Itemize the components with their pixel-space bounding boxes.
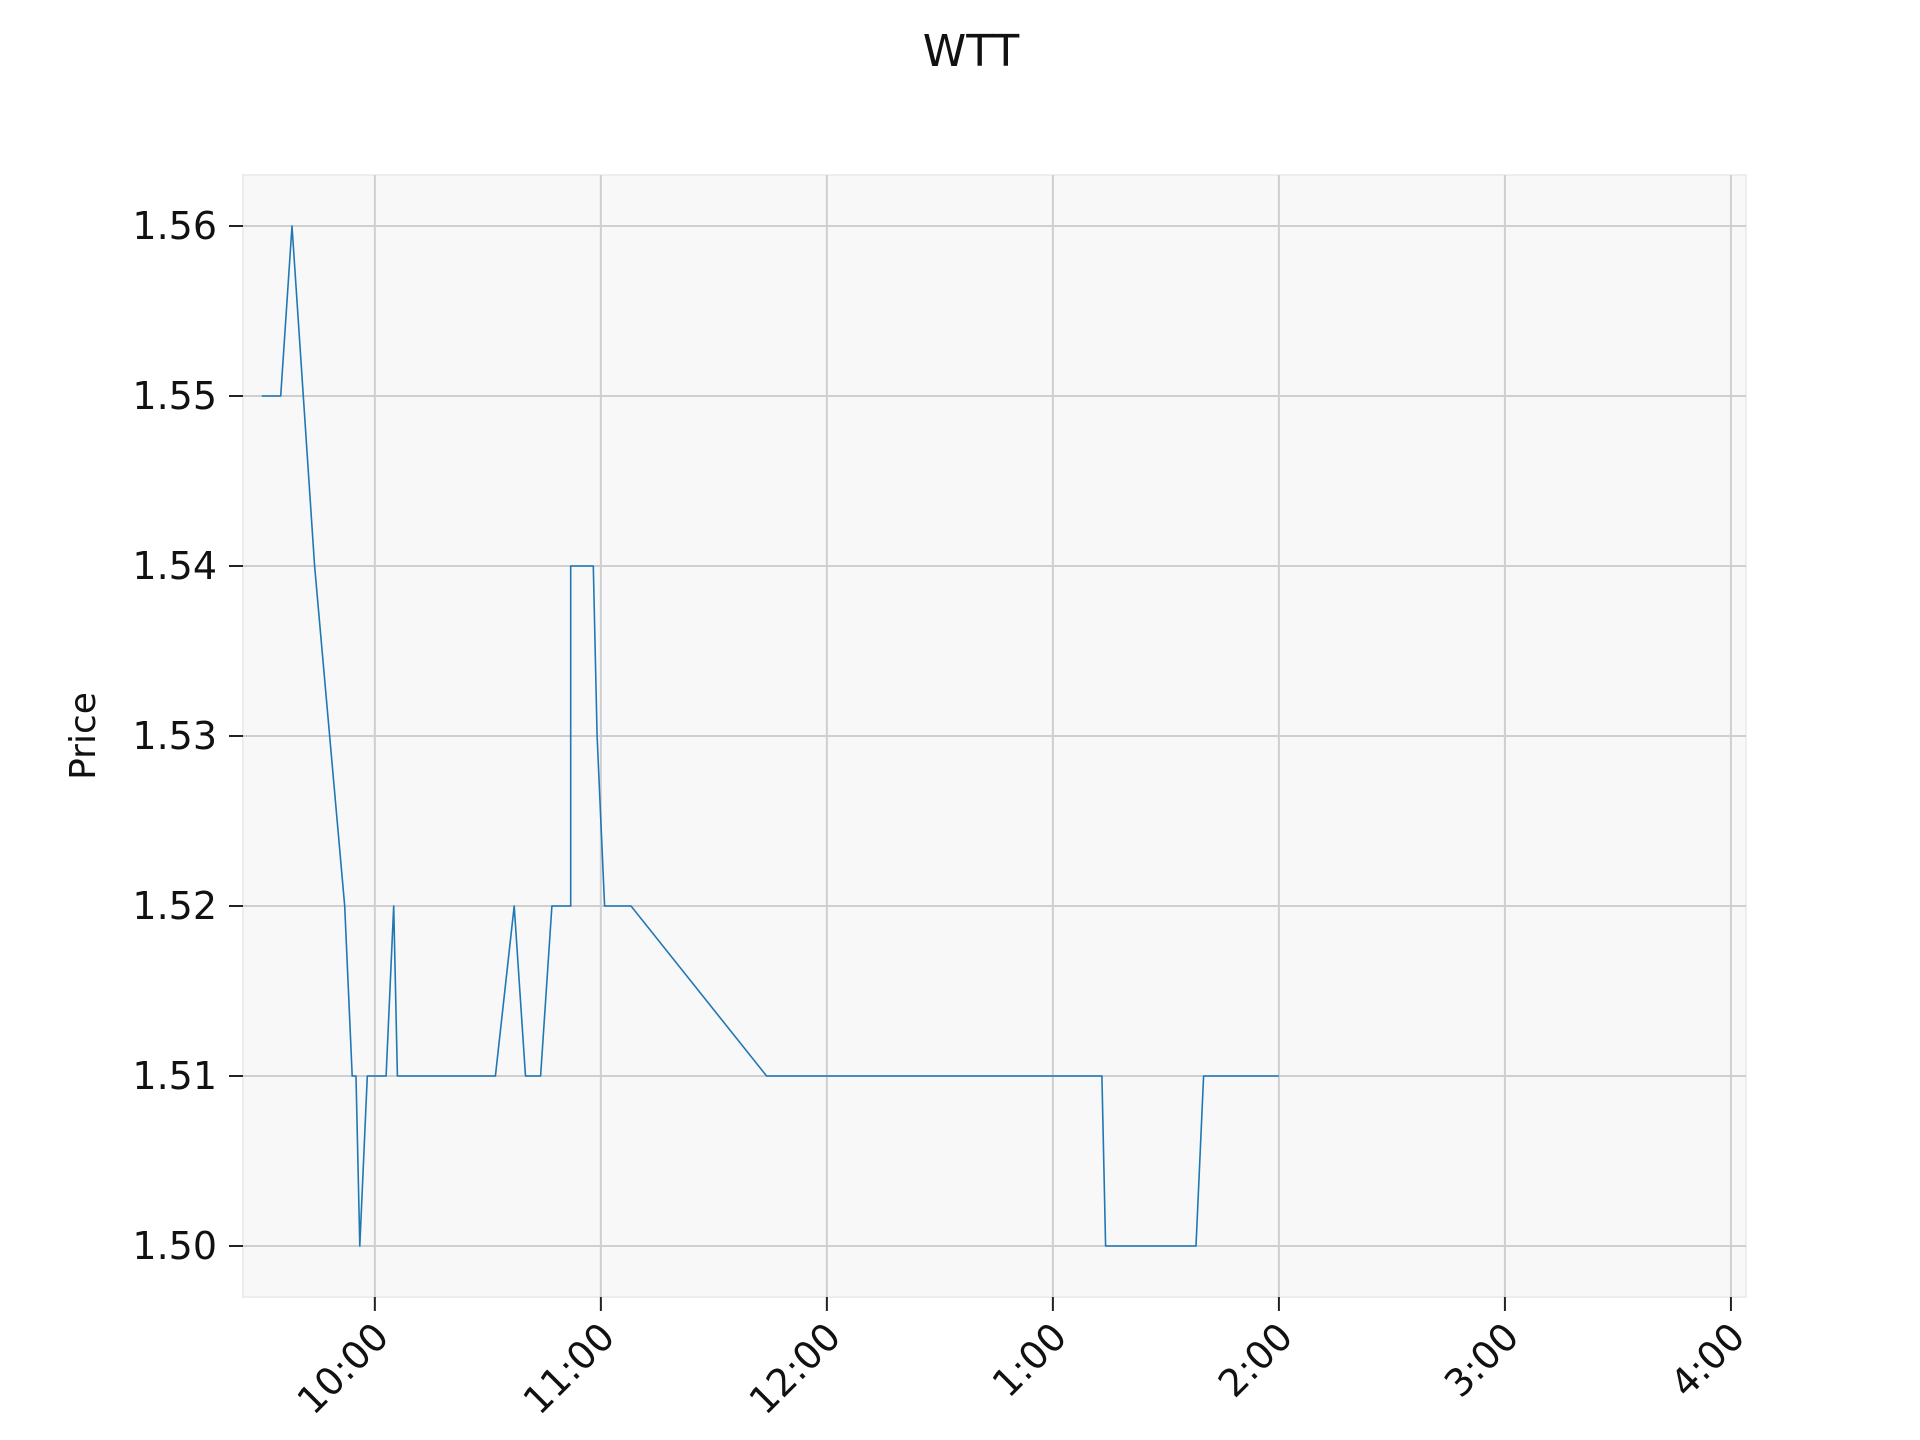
price-series-line bbox=[261, 225, 1279, 1247]
y-tick-label: 1.51 bbox=[132, 1054, 217, 1098]
y-axis-label: Price bbox=[63, 692, 104, 780]
x-tick-label: 10:00 bbox=[289, 1314, 398, 1423]
y-tick-label: 1.54 bbox=[132, 544, 217, 588]
y-tick-label: 1.53 bbox=[132, 714, 217, 758]
x-tick-label: 1:00 bbox=[984, 1314, 1075, 1405]
y-tick-label: 1.55 bbox=[132, 374, 217, 418]
x-tick-label: 2:00 bbox=[1210, 1314, 1301, 1405]
series bbox=[261, 225, 1279, 1247]
y-tick-label: 1.56 bbox=[132, 204, 217, 248]
x-tick-label: 11:00 bbox=[515, 1314, 624, 1423]
x-tick-label: 4:00 bbox=[1662, 1314, 1753, 1405]
x-tick-label: 12:00 bbox=[741, 1314, 850, 1423]
x-tick-label: 3:00 bbox=[1436, 1314, 1527, 1405]
chart-title: WTT bbox=[923, 26, 1020, 77]
y-tick-label: 1.52 bbox=[132, 884, 217, 928]
y-tick-label: 1.50 bbox=[132, 1224, 217, 1268]
